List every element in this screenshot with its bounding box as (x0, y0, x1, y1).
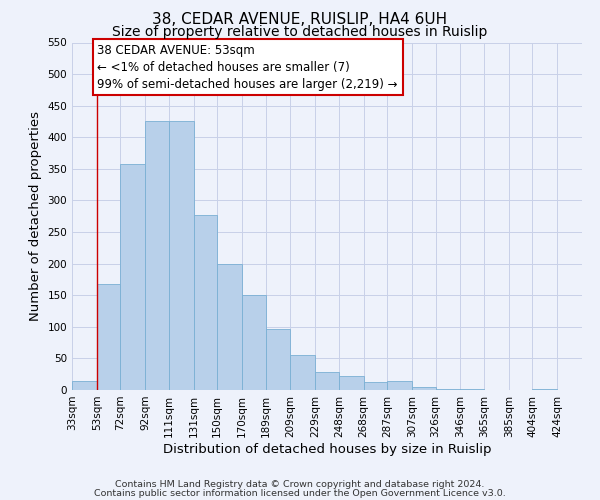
Bar (460, 388, 484, 390)
Bar (412, 387, 436, 390)
Bar (72, 380, 97, 390)
Text: 38, CEDAR AVENUE, RUISLIP, HA4 6UH: 38, CEDAR AVENUE, RUISLIP, HA4 6UH (152, 12, 448, 28)
Bar (266, 330, 290, 390)
Text: 38 CEDAR AVENUE: 53sqm
← <1% of detached houses are smaller (7)
99% of semi-deta: 38 CEDAR AVENUE: 53sqm ← <1% of detached… (97, 44, 398, 91)
Bar (242, 295, 266, 390)
Bar (364, 382, 387, 390)
Bar (145, 122, 169, 390)
Bar (387, 381, 412, 390)
Bar (121, 164, 145, 390)
Bar (97, 284, 121, 390)
Text: Contains public sector information licensed under the Open Government Licence v3: Contains public sector information licen… (94, 488, 506, 498)
Y-axis label: Number of detached properties: Number of detached properties (29, 112, 42, 322)
Bar (532, 388, 557, 390)
Text: Size of property relative to detached houses in Ruislip: Size of property relative to detached ho… (112, 25, 488, 39)
Bar (315, 372, 339, 390)
Bar (217, 264, 242, 390)
Bar (290, 355, 315, 390)
X-axis label: Distribution of detached houses by size in Ruislip: Distribution of detached houses by size … (163, 442, 491, 456)
Text: Contains HM Land Registry data © Crown copyright and database right 2024.: Contains HM Land Registry data © Crown c… (115, 480, 485, 489)
Bar (169, 122, 194, 390)
Bar (436, 388, 460, 390)
Bar (194, 215, 217, 390)
Bar (339, 376, 364, 390)
